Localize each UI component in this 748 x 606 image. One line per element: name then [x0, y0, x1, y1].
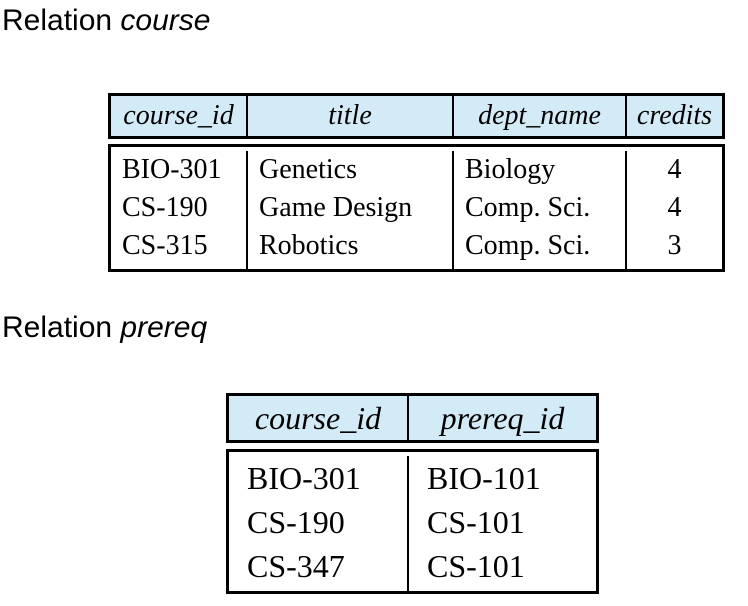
prereq-table-body: BIO-301 CS-190 CS-347 BIO-101 CS-101 CS-…: [226, 449, 599, 594]
column-header-credits: credits: [636, 100, 713, 131]
table-cell: 4: [667, 154, 682, 185]
heading-prefix: Relation: [2, 4, 121, 37]
column-header-dept-name: dept_name: [454, 96, 627, 136]
course-id-column: BIO-301 CS-190 CS-315: [111, 151, 248, 269]
table-cell: Robotics: [259, 230, 359, 261]
heading-prefix: Relation: [2, 311, 121, 344]
prereq-id-column: BIO-101 CS-101 CS-101: [409, 456, 596, 591]
table-cell: 4: [667, 192, 682, 223]
table-cell: BIO-301: [247, 460, 361, 496]
dept-name-column: Biology Comp. Sci. Comp. Sci.: [454, 151, 627, 269]
table-cell: 3: [667, 230, 682, 261]
table-cell: BIO-101: [427, 460, 541, 496]
column-header-course-id: course_id: [111, 96, 248, 136]
title-column: Genetics Game Design Robotics: [248, 151, 454, 269]
prereq-relation-heading: Relation prereq: [2, 313, 207, 343]
table-cell: CS-101: [427, 504, 525, 540]
credits-column: 4 4 3: [627, 151, 722, 269]
table-cell: Comp. Sci.: [465, 230, 591, 261]
column-header-title: title: [248, 96, 454, 136]
column-header-course-id: course_id: [229, 396, 409, 440]
table-cell: Comp. Sci.: [465, 192, 591, 223]
course-table-body: BIO-301 CS-190 CS-315 Genetics Game Desi…: [108, 144, 725, 272]
relation-name: course: [120, 4, 211, 37]
table-cell: Biology: [465, 154, 556, 185]
table-cell: CS-190: [122, 192, 208, 223]
relation-name: prereq: [120, 311, 208, 344]
course-id-column: BIO-301 CS-190 CS-347: [229, 456, 409, 591]
column-header-prereq-id: prereq_id: [440, 399, 565, 436]
course-table: course_id title dept_name credits BIO-30…: [108, 93, 725, 272]
course-relation-heading: Relation course: [2, 6, 210, 36]
table-cell: CS-347: [247, 548, 345, 584]
table-cell: Genetics: [259, 154, 357, 185]
prereq-table-header: course_id prereq_id: [226, 393, 599, 443]
table-cell: BIO-301: [122, 154, 222, 185]
prereq-table: course_id prereq_id BIO-301 CS-190 CS-34…: [226, 393, 599, 594]
course-table-header: course_id title dept_name credits: [108, 93, 725, 139]
table-cell: CS-101: [427, 548, 525, 584]
table-cell: Game Design: [259, 192, 413, 223]
table-cell: CS-315: [122, 230, 208, 261]
table-cell: CS-190: [247, 504, 345, 540]
